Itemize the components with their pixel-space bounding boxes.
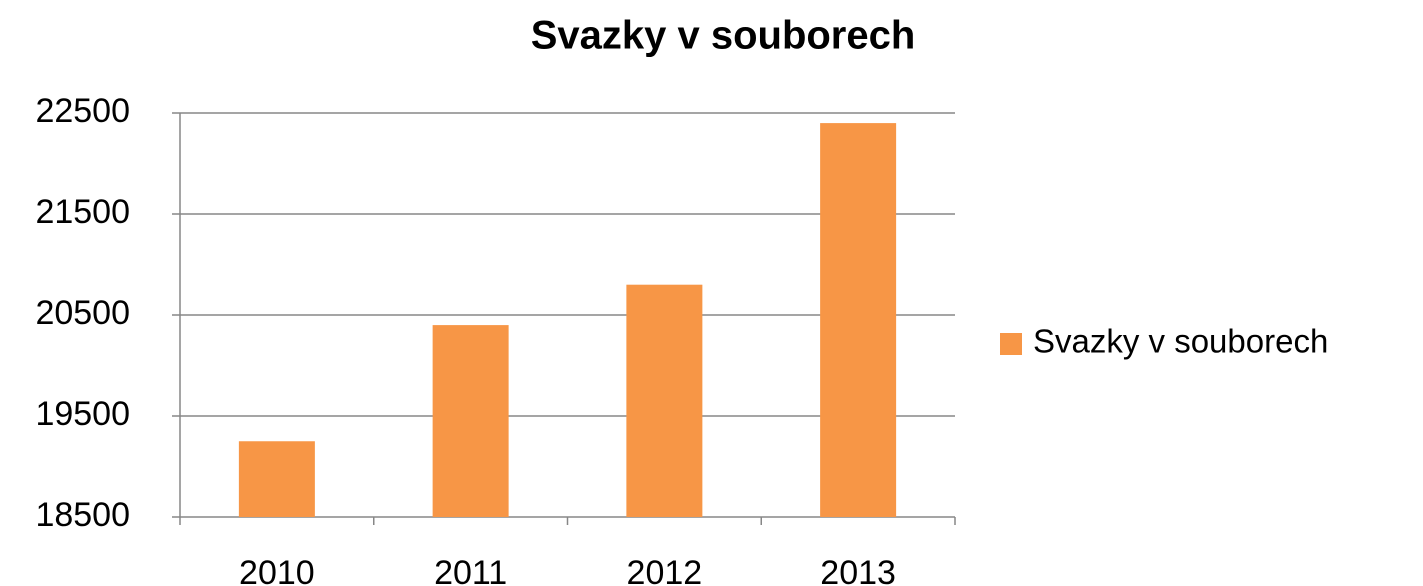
chart-title: Svazky v souborech: [531, 14, 916, 58]
bar: [238, 441, 315, 517]
x-tick-label: 2013: [820, 554, 896, 586]
x-tick-label: 2011: [434, 554, 507, 586]
x-tick-label: 2010: [239, 554, 315, 586]
legend-label: Svazky v souborech: [1033, 323, 1328, 360]
y-tick-label: 22500: [35, 92, 130, 130]
y-tick-label: 18500: [35, 496, 130, 534]
y-tick-label: 20500: [35, 294, 130, 332]
y-tick-label: 21500: [35, 193, 130, 231]
y-tick-label: 19500: [35, 395, 130, 433]
bar: [626, 284, 703, 517]
legend-swatch: [1000, 333, 1022, 355]
x-tick-label: 2012: [627, 554, 703, 586]
bar: [820, 123, 897, 517]
bar: [432, 325, 509, 517]
